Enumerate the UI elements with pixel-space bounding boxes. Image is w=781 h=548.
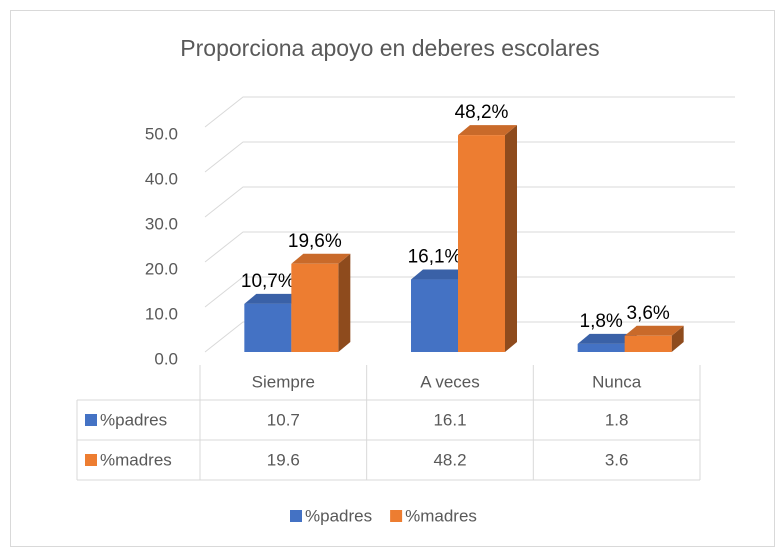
x-tick-label: Nunca — [592, 372, 642, 391]
bar-side — [671, 325, 684, 352]
y-tick-label: 30.0 — [145, 214, 178, 233]
chart-border — [10, 10, 775, 547]
bar — [411, 279, 458, 352]
data-label: 1,8% — [580, 311, 623, 332]
grid-line — [204, 141, 735, 173]
x-tick-label: A veces — [420, 372, 480, 391]
bar-top — [458, 125, 517, 136]
table-series-name: %madres — [100, 450, 172, 469]
grid-line — [204, 96, 735, 128]
grid-line — [204, 321, 735, 353]
bar — [291, 263, 339, 352]
bar-top — [244, 293, 304, 304]
data-label: 3,6% — [627, 303, 670, 324]
bar — [458, 135, 505, 352]
bar-top — [624, 325, 684, 336]
bar — [624, 335, 672, 352]
bar — [244, 303, 292, 352]
legend-key — [290, 510, 302, 522]
table-cell: 3.6 — [605, 450, 629, 469]
y-tick-label: 20.0 — [145, 259, 178, 278]
table-cell: 48.2 — [433, 450, 466, 469]
table-cell: 1.8 — [605, 410, 629, 429]
grid-line — [204, 276, 735, 308]
data-label: 16,1% — [408, 247, 462, 268]
chart-title: Proporciona apoyo en deberes escolares — [180, 35, 599, 61]
table-cell: 19.6 — [267, 450, 300, 469]
grid-line — [204, 231, 735, 263]
data-label: 19,6% — [288, 231, 342, 252]
bar-top — [291, 253, 351, 264]
bar — [577, 343, 625, 352]
y-tick-label: 0.0 — [154, 349, 178, 368]
table-legend-key — [85, 414, 97, 426]
data-label: 10,7% — [241, 271, 295, 292]
y-tick-label: 10.0 — [145, 304, 178, 323]
x-tick-label: Siempre — [252, 372, 315, 391]
table-cell: 16.1 — [433, 410, 466, 429]
y-tick-label: 40.0 — [145, 169, 178, 188]
grid-line — [204, 186, 735, 218]
legend-key — [390, 510, 403, 522]
legend-label: %padres — [305, 506, 372, 525]
bar-side — [338, 253, 351, 352]
legend-label: %madres — [405, 506, 477, 525]
table-cell: 10.7 — [267, 410, 300, 429]
bar-side — [505, 125, 517, 352]
bar-top — [411, 269, 470, 280]
y-tick-label: 50.0 — [145, 124, 178, 143]
data-label: 48,2% — [455, 102, 509, 123]
table-legend-key — [85, 454, 97, 466]
table-series-name: %padres — [100, 410, 167, 429]
bar-top — [577, 333, 637, 344]
